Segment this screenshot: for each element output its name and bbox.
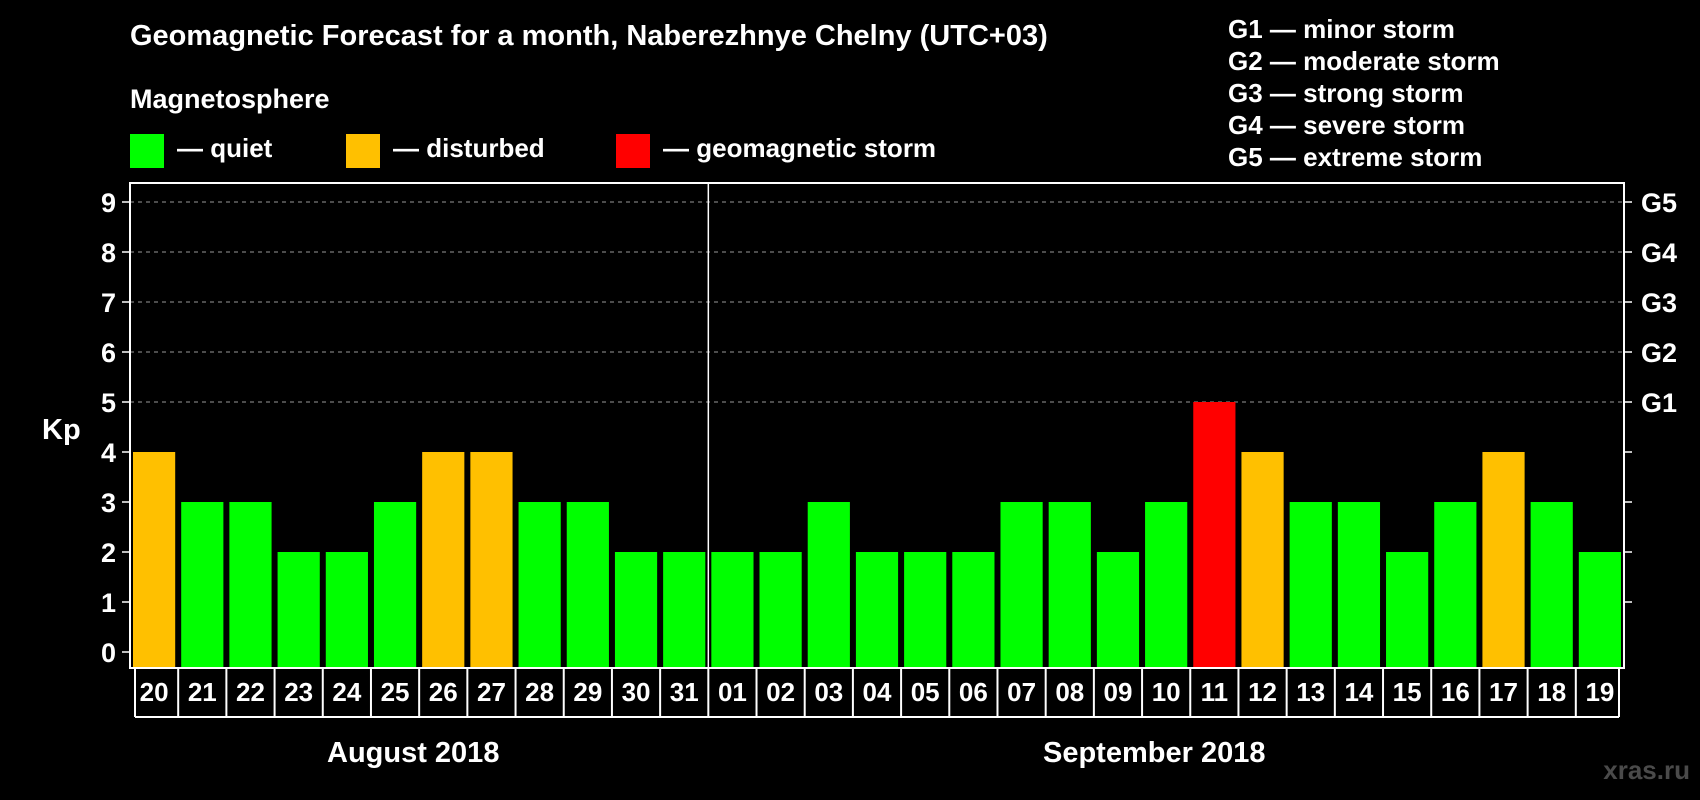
legend-swatch-storm: [616, 134, 650, 168]
bar-23: [277, 552, 320, 668]
category-label-10: 10: [1152, 677, 1181, 707]
category-label-07: 07: [1007, 677, 1036, 707]
g-level-label: G1: [1641, 388, 1677, 418]
category-label-15: 15: [1393, 677, 1422, 707]
category-label-05: 05: [911, 677, 940, 707]
y-tick-label: 8: [101, 238, 116, 268]
category-label-18: 18: [1537, 677, 1566, 707]
y-tick-label: 5: [101, 388, 116, 418]
bar-24: [325, 552, 368, 668]
chart-title: Geomagnetic Forecast for a month, Nabere…: [130, 20, 1048, 52]
category-label-21: 21: [188, 677, 217, 707]
category-label-20: 20: [140, 677, 169, 707]
legend-label-quiet: — quiet: [177, 133, 273, 163]
category-label-16: 16: [1441, 677, 1470, 707]
bar-12: [1241, 452, 1284, 668]
category-label-27: 27: [477, 677, 506, 707]
y-tick-label: 4: [101, 438, 116, 468]
category-label-25: 25: [381, 677, 410, 707]
legend-label-disturbed: — disturbed: [393, 133, 545, 163]
storm-level-g3: G3 — strong storm: [1228, 78, 1464, 108]
storm-level-g1: G1 — minor storm: [1228, 14, 1455, 44]
category-label-06: 06: [959, 677, 988, 707]
legend-label-storm: — geomagnetic storm: [663, 133, 937, 163]
bar-25: [373, 502, 417, 668]
y-tick-label: 7: [101, 288, 116, 318]
bar-31: [663, 552, 706, 668]
y-tick-label: 9: [101, 188, 116, 218]
category-label-09: 09: [1104, 677, 1133, 707]
legend-heading: Magnetosphere: [130, 84, 330, 114]
bar-27: [470, 452, 513, 668]
y-tick-label: 3: [101, 488, 116, 518]
bar-18: [1530, 502, 1573, 668]
storm-level-g5: G5 — extreme storm: [1228, 142, 1483, 172]
y-tick-label: 0: [101, 638, 116, 668]
category-label-19: 19: [1585, 677, 1614, 707]
category-label-14: 14: [1344, 677, 1373, 707]
bar-05: [904, 552, 947, 668]
bar-29: [566, 502, 609, 668]
bar-16: [1434, 502, 1477, 668]
category-label-12: 12: [1248, 677, 1277, 707]
g-level-label: G2: [1641, 338, 1677, 368]
category-label-04: 04: [863, 677, 892, 707]
month-label-august: August 2018: [327, 737, 500, 769]
category-label-30: 30: [622, 677, 651, 707]
y-tick-label: 6: [101, 338, 116, 368]
bar-11: [1193, 402, 1236, 668]
bar-14: [1337, 502, 1381, 668]
bar-07: [1000, 502, 1043, 668]
site-watermark: xras.ru: [1603, 755, 1690, 785]
bar-03: [807, 502, 850, 668]
bar-04: [855, 552, 899, 668]
category-label-17: 17: [1489, 677, 1518, 707]
category-label-13: 13: [1296, 677, 1325, 707]
bar-08: [1048, 502, 1091, 668]
g-level-label: G4: [1641, 238, 1677, 268]
category-label-29: 29: [573, 677, 602, 707]
bar-26: [422, 452, 465, 668]
bar-21: [181, 502, 224, 668]
month-label-september: September 2018: [1043, 737, 1266, 769]
storm-level-g4: G4 — severe storm: [1228, 110, 1466, 140]
bar-10: [1145, 502, 1188, 668]
category-label-08: 08: [1055, 677, 1084, 707]
category-label-02: 02: [766, 677, 795, 707]
bar-13: [1289, 502, 1332, 668]
bar-19: [1578, 552, 1621, 668]
y-axis-label: Kp: [42, 414, 81, 446]
bar-06: [952, 552, 995, 668]
bar-02: [759, 552, 802, 668]
category-label-23: 23: [284, 677, 313, 707]
category-label-26: 26: [429, 677, 458, 707]
bar-30: [614, 552, 658, 668]
legend-swatch-disturbed: [346, 134, 380, 168]
storm-level-g2: G2 — moderate storm: [1228, 46, 1500, 76]
g-level-label: G5: [1641, 188, 1677, 218]
y-tick-label: 1: [101, 588, 116, 618]
bar-17: [1482, 452, 1525, 668]
g-level-label: G3: [1641, 288, 1677, 318]
category-label-01: 01: [718, 677, 747, 707]
bar-01: [711, 552, 754, 668]
bar-09: [1096, 552, 1140, 668]
bar-20: [133, 452, 176, 668]
category-label-28: 28: [525, 677, 554, 707]
bar-15: [1386, 552, 1429, 668]
category-label-31: 31: [670, 677, 699, 707]
category-label-11: 11: [1201, 677, 1229, 707]
bar-28: [518, 502, 561, 668]
bar-22: [229, 502, 272, 668]
y-tick-label: 2: [101, 538, 116, 568]
category-label-22: 22: [236, 677, 265, 707]
category-label-03: 03: [814, 677, 843, 707]
category-label-24: 24: [332, 677, 361, 707]
legend-swatch-quiet: [130, 134, 164, 168]
